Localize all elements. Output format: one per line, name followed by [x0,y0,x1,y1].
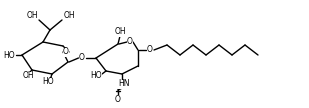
Text: HO: HO [3,51,15,60]
Text: O: O [115,94,121,103]
Text: HO: HO [42,78,54,87]
Text: OH: OH [114,28,126,37]
Text: O: O [147,45,153,55]
Text: O: O [127,37,133,47]
Text: O: O [63,48,69,56]
Text: OH: OH [26,11,38,21]
Text: O: O [79,53,85,63]
Text: HN: HN [118,79,130,88]
Text: HO: HO [90,71,102,80]
Text: OH: OH [63,11,75,21]
Text: OH: OH [23,71,35,80]
